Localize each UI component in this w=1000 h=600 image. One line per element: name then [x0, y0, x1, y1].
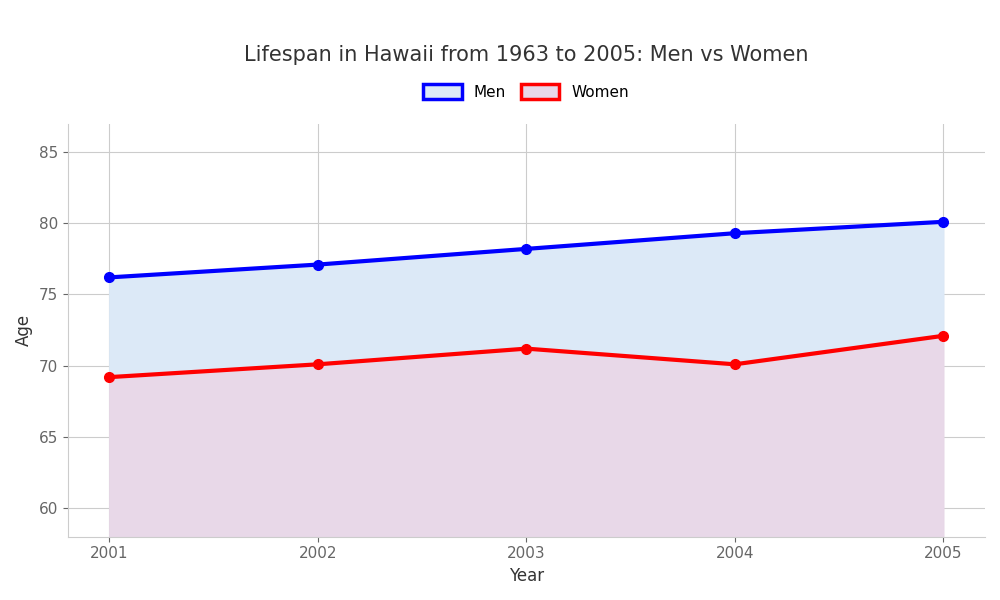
Y-axis label: Age: Age — [15, 314, 33, 346]
Legend: Men, Women: Men, Women — [417, 77, 635, 106]
Title: Lifespan in Hawaii from 1963 to 2005: Men vs Women: Lifespan in Hawaii from 1963 to 2005: Me… — [244, 45, 809, 65]
X-axis label: Year: Year — [509, 567, 544, 585]
